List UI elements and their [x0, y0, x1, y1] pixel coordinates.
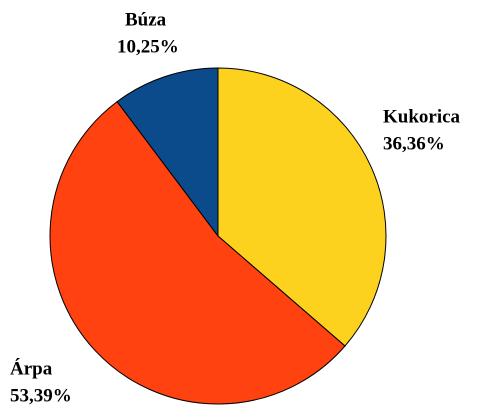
- slice-value-label: 36,36%: [383, 133, 445, 154]
- slice-label: Árpa: [10, 357, 53, 379]
- pie-slice: [116, 67, 219, 238]
- pie-slice: [49, 100, 346, 405]
- slice-value-label: 10,25%: [117, 36, 179, 57]
- slice-label: Búza: [125, 9, 167, 30]
- pie-slice: [217, 67, 387, 347]
- slice-label: Kukorica: [383, 106, 461, 127]
- slice-value-label: 53,39%: [10, 385, 72, 406]
